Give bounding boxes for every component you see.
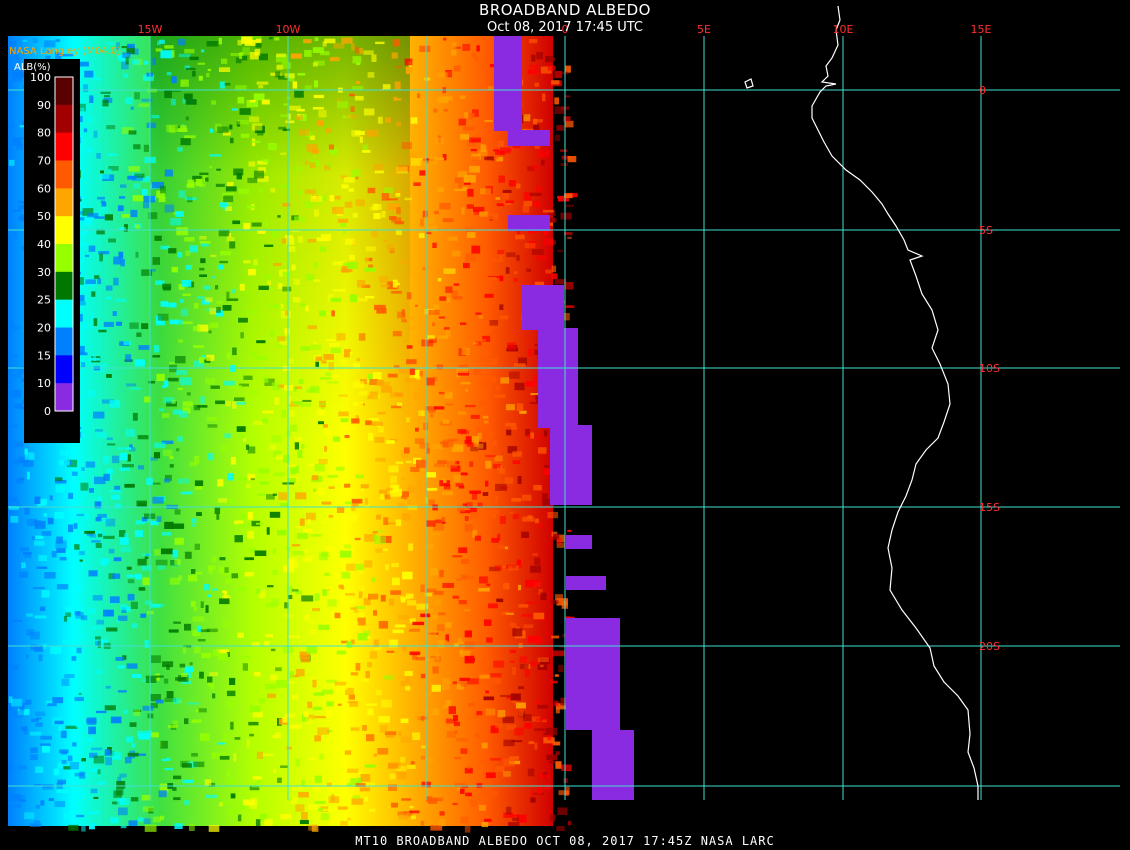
legend-swatch [55,244,73,273]
legend-tick: 30 [37,266,51,279]
legend-tick: 70 [37,155,51,168]
island [744,78,754,89]
lat-label: 15S [979,501,1000,514]
lat-label: 5S [979,224,993,237]
axis-labels: 15W 10W 0 5E 10E 15E 0 5S 10S 15S 20S [138,23,1000,653]
legend-tick: 25 [37,294,51,307]
legend-tick: 40 [37,238,51,251]
lat-label: 20S [979,640,1000,653]
low-albedo-edge [494,36,634,800]
legend-tick: 50 [37,210,51,223]
legend-swatch [55,132,73,161]
legend-tick: 60 [37,182,51,195]
legend-tick: 100 [30,71,51,84]
lon-label: 10E [833,23,854,36]
legend-tick: 90 [37,99,51,112]
legend-swatch [55,160,73,189]
lon-label: 15E [971,23,992,36]
legend-title: ALB(%) [14,62,51,73]
footer-caption: MT10 BROADBAND ALBEDO OCT 08, 2017 17:45… [355,834,775,848]
legend-swatch [55,77,73,106]
lon-label: 5E [697,23,711,36]
legend-tick: 0 [44,405,51,418]
legend-tick: 20 [37,322,51,335]
legend-swatch [55,299,73,328]
color-legend: 100 90 80 70 60 50 40 30 25 20 15 10 0 [24,59,80,443]
legend-swatch [55,355,73,384]
legend-tick: 80 [37,127,51,140]
credit-label: NASA Langley (M04.0) [9,46,121,57]
lat-label: 10S [979,362,1000,375]
legend-swatch [55,188,73,217]
legend-swatch [55,327,73,356]
lon-label: 10W [276,23,301,36]
lon-label: 0 [562,23,569,36]
legend-swatch [55,271,73,301]
legend-swatch [55,104,73,134]
map-timestamp: Oct 08, 2017 17:45 UTC [487,20,643,35]
lon-label: 15W [138,23,163,36]
lat-lon-grid [8,36,1120,800]
map-title: BROADBAND ALBEDO [479,1,651,19]
legend-tick: 15 [37,349,51,362]
lat-label: 0 [979,84,986,97]
legend-swatch [55,216,73,245]
legend-swatch [55,383,73,412]
africa-coastline [811,5,979,800]
legend-tick: 10 [37,377,51,390]
